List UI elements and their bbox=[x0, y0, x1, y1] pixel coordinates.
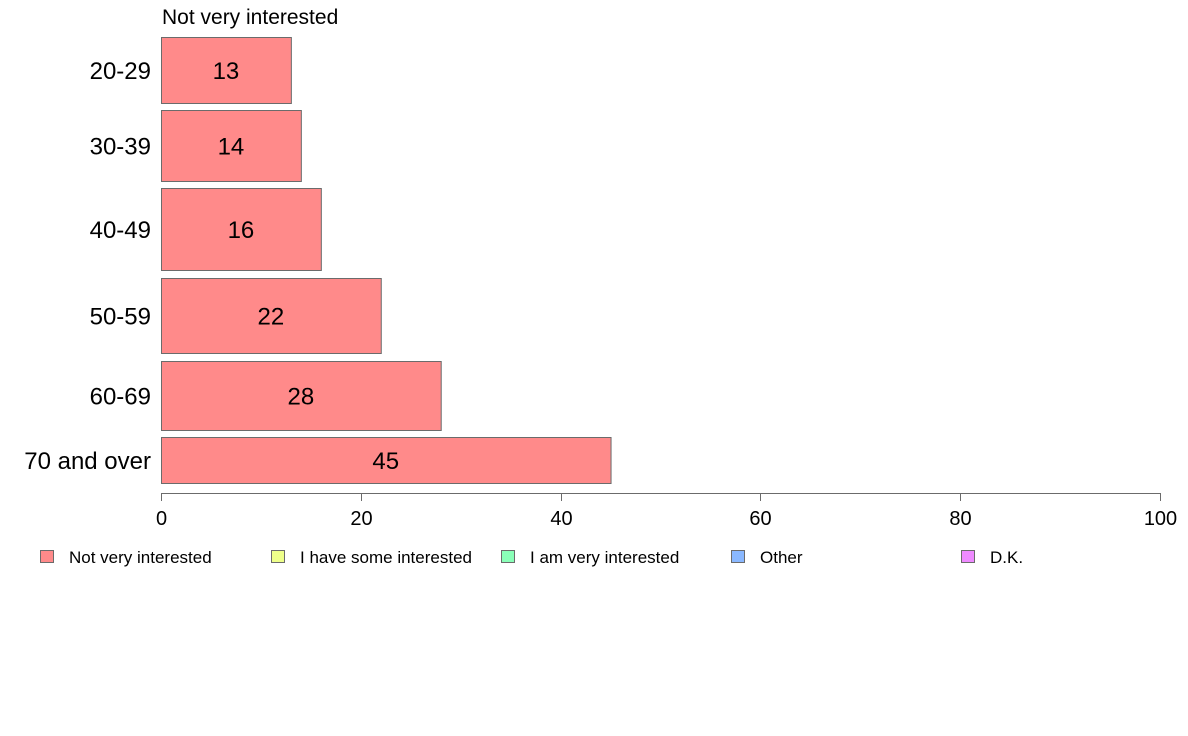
x-tick-label: 80 bbox=[949, 508, 971, 530]
category-label: 30-39 bbox=[90, 134, 151, 161]
data-label: 13 bbox=[213, 58, 240, 85]
bar-40-49 bbox=[161, 188, 322, 271]
data-label: 45 bbox=[372, 448, 399, 475]
legend-label: Not very interested bbox=[69, 548, 212, 567]
bar-60-69 bbox=[161, 361, 442, 431]
x-tick-label: 0 bbox=[156, 508, 167, 530]
category-label: 70 and over bbox=[24, 448, 151, 475]
data-label: 22 bbox=[258, 304, 285, 331]
legend: Not very interested I have some intereste… bbox=[40, 548, 1023, 567]
x-axis: 0 20 40 60 80 100 bbox=[156, 493, 1177, 530]
bar-30-39 bbox=[161, 110, 302, 182]
legend-label: I am very interested bbox=[530, 548, 679, 567]
legend-swatch bbox=[501, 550, 515, 563]
category-label: 60-69 bbox=[90, 384, 151, 411]
bar-70-and-over bbox=[161, 437, 612, 484]
legend-swatch bbox=[40, 550, 54, 563]
legend-label: D.K. bbox=[990, 548, 1023, 567]
legend-swatch bbox=[731, 550, 745, 563]
data-label: 28 bbox=[288, 384, 315, 411]
panel-title: Not very interested bbox=[162, 6, 338, 29]
data-label: 16 bbox=[228, 217, 255, 244]
legend-swatch bbox=[271, 550, 285, 563]
legend-swatch bbox=[961, 550, 975, 563]
bar-50-59 bbox=[161, 278, 382, 354]
category-label: 40-49 bbox=[90, 217, 151, 244]
legend-label: I have some interested bbox=[300, 548, 472, 567]
bar-20-29 bbox=[161, 37, 292, 104]
data-label: 14 bbox=[218, 134, 245, 161]
category-label: 20-29 bbox=[90, 58, 151, 85]
legend-label: Other bbox=[760, 548, 803, 567]
x-tick-label: 60 bbox=[749, 508, 771, 530]
category-label: 50-59 bbox=[90, 304, 151, 331]
x-tick-label: 100 bbox=[1144, 508, 1177, 530]
x-tick-label: 40 bbox=[550, 508, 572, 530]
x-tick-label: 20 bbox=[350, 508, 372, 530]
bars-layer: 20-29 13 30-39 14 40-49 16 50-59 22 60-69 28 70 an… bbox=[24, 37, 612, 484]
